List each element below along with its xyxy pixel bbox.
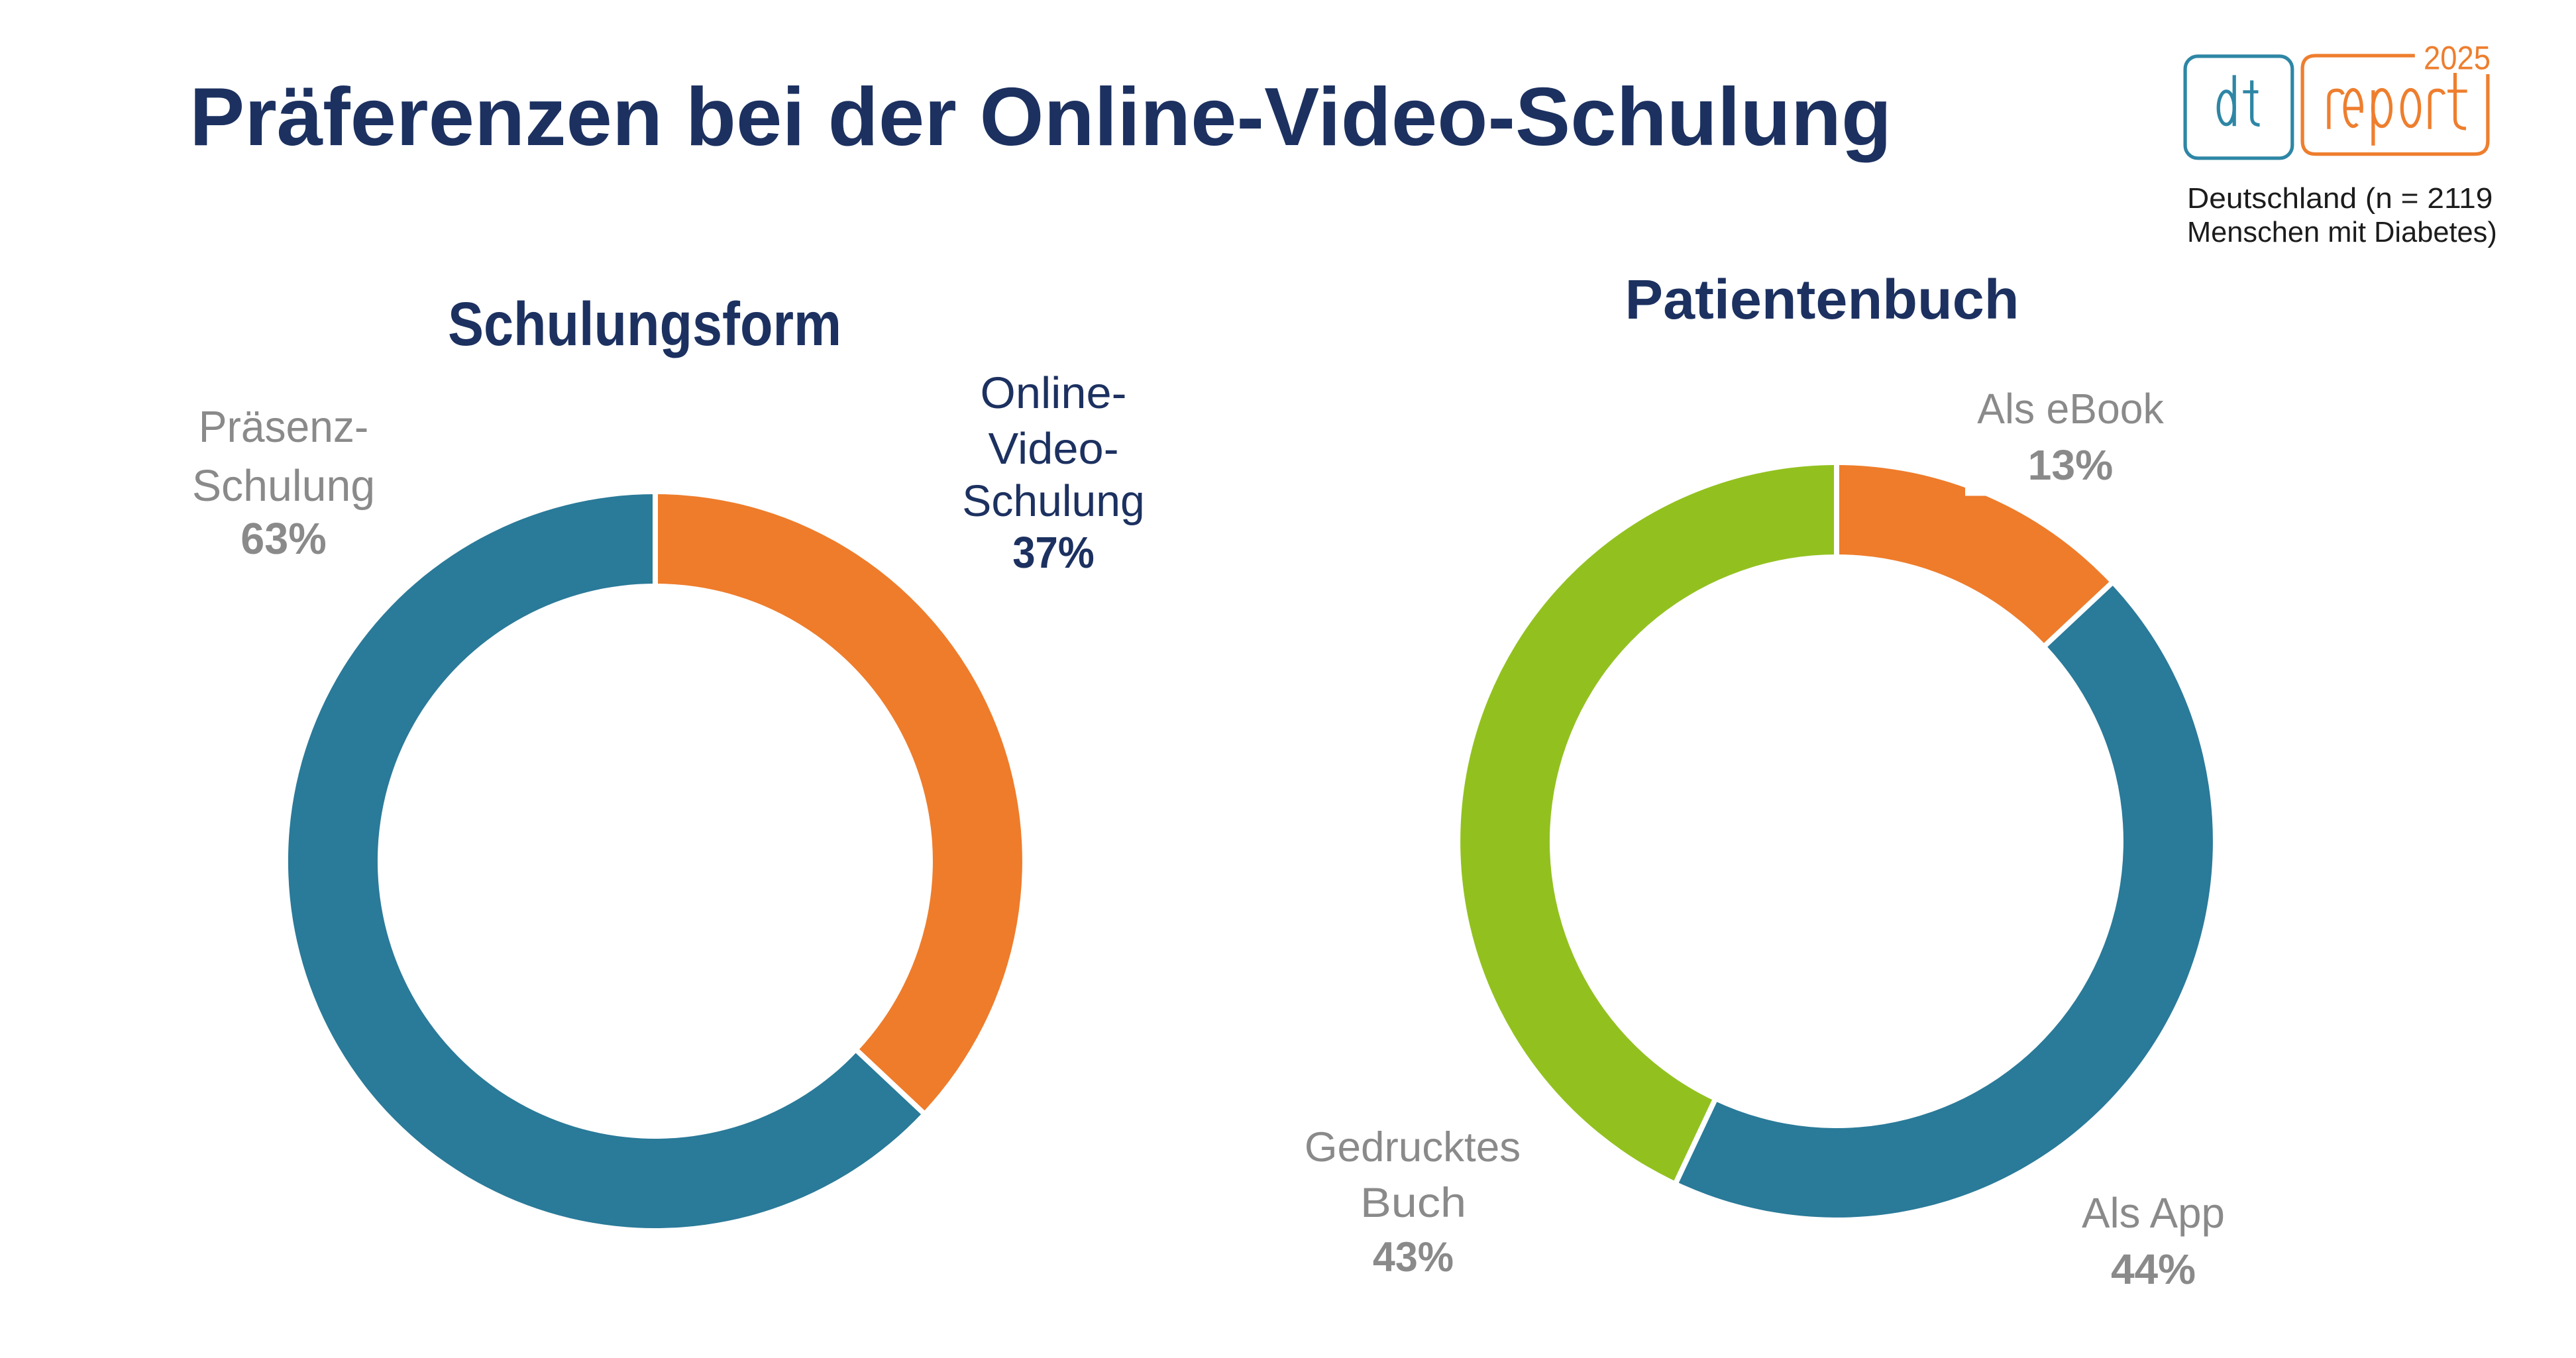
svg-text:2025: 2025	[2424, 39, 2491, 76]
